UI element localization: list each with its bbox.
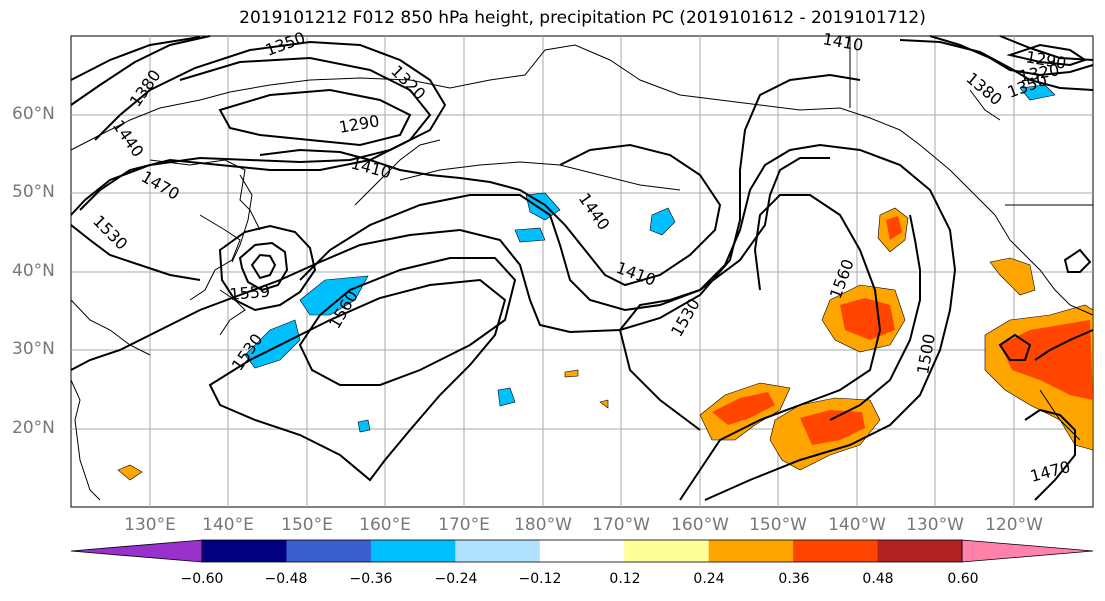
lon-label: 170°W bbox=[592, 515, 650, 535]
lon-label: 170°E bbox=[438, 515, 490, 535]
colorbar-tick-label: −0.60 bbox=[180, 571, 224, 587]
lon-label: 130°E bbox=[124, 515, 176, 535]
lon-label: 130°W bbox=[906, 515, 964, 535]
colorbar-tick-label: −0.36 bbox=[349, 571, 393, 587]
colorbar-tick-label: −0.48 bbox=[264, 571, 308, 587]
contour-label: 1559 bbox=[229, 282, 271, 304]
lon-label: 120°W bbox=[985, 515, 1043, 535]
colorbar-cell bbox=[877, 540, 963, 562]
colorbar-frame bbox=[201, 539, 963, 563]
colorbar-cell bbox=[202, 540, 287, 562]
colorbar-cell bbox=[793, 540, 879, 562]
height-contours bbox=[70, 35, 1094, 501]
lon-label: 160°W bbox=[671, 515, 729, 535]
colorbar-tick-label: 0.12 bbox=[609, 571, 641, 587]
lon-label: 180°W bbox=[514, 515, 572, 535]
lon-label: 150°W bbox=[749, 515, 807, 535]
colorbar-tick-label: −0.12 bbox=[518, 571, 562, 587]
colorbar-extend-high bbox=[961, 539, 1094, 563]
colorbar-cell bbox=[455, 540, 541, 562]
lon-label: 160°E bbox=[359, 515, 411, 535]
colorbar-cell bbox=[624, 540, 710, 562]
lon-label: 140°W bbox=[828, 515, 886, 535]
colorbar-extend-low bbox=[70, 539, 203, 563]
map-panel: 1350 1380 1320 1440 1290 1410 1470 1530 … bbox=[70, 28, 1094, 508]
colorbar-cell bbox=[286, 540, 372, 562]
map-title: 2019101212 F012 850 hPa height, precipit… bbox=[239, 8, 926, 28]
colorbar-tick-label: 0.60 bbox=[947, 571, 979, 587]
colorbar-tick-label: 0.24 bbox=[693, 571, 725, 587]
colorbar-tick-label: 0.48 bbox=[862, 571, 894, 587]
colorbar-cell bbox=[708, 540, 794, 562]
lat-label: 20°N bbox=[12, 418, 55, 438]
lat-label: 50°N bbox=[12, 182, 55, 202]
colorbar bbox=[70, 539, 1094, 563]
coastlines bbox=[70, 36, 1094, 501]
lat-label: 30°N bbox=[12, 339, 55, 359]
lat-label: 40°N bbox=[12, 261, 55, 281]
lon-label: 140°E bbox=[202, 515, 254, 535]
colorbar-tick-label: 0.36 bbox=[778, 571, 810, 587]
colorbar-tick-label: −0.24 bbox=[434, 571, 478, 587]
gridlines bbox=[71, 36, 1093, 507]
lon-label: 150°E bbox=[281, 515, 333, 535]
lat-label: 60°N bbox=[12, 104, 55, 124]
precip-positive-shading bbox=[117, 207, 1094, 481]
colorbar-cell bbox=[539, 540, 625, 562]
colorbar-cell bbox=[370, 540, 456, 562]
